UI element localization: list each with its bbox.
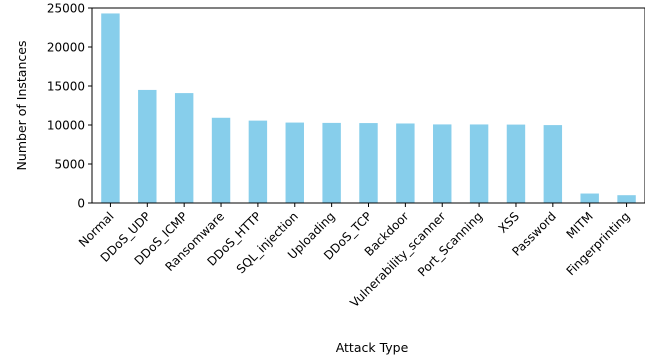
bar-backdoor <box>396 123 415 203</box>
bar-fingerprinting <box>617 195 636 203</box>
bars-group <box>101 13 636 204</box>
bar-xss <box>506 124 526 203</box>
x-tick-label: MITM <box>564 209 596 241</box>
y-axis-ticks: 0 5000 10000 15000 20000 25000 <box>47 2 92 211</box>
x-tick-label: Fingerprinting <box>564 209 633 278</box>
bar-ransomware <box>211 117 231 203</box>
bar-ddos-icmp <box>174 93 194 203</box>
plot-frame <box>91 7 645 204</box>
y-tick-label: 0 <box>77 197 85 211</box>
y-tick-label: 20000 <box>47 41 85 55</box>
bar-ddos-http <box>248 120 268 203</box>
y-tick-label: 25000 <box>47 2 85 16</box>
y-tick-label: 5000 <box>54 158 85 172</box>
x-axis-ticks: NormalDDoS_UDPDDoS_ICMPRansomwareDDoS_HT… <box>76 203 633 310</box>
bar-mitm <box>580 193 599 203</box>
bar-vulnerability-scanner <box>433 124 452 203</box>
bar-normal <box>101 13 120 204</box>
x-axis-label: Attack Type <box>336 340 409 355</box>
bar-sql-injection <box>285 122 304 203</box>
y-tick-label: 10000 <box>47 119 85 133</box>
y-axis-label: Number of Instances <box>14 41 29 171</box>
bar-uploading <box>322 122 341 203</box>
bar-ddos-udp <box>138 89 157 203</box>
x-tick-label: XSS <box>496 209 522 235</box>
bar-ddos-tcp <box>359 123 378 203</box>
y-tick-label: 15000 <box>47 80 85 94</box>
bar-password <box>543 125 563 203</box>
x-tick-label: Port_Scanning <box>415 209 485 279</box>
bar-port-scanning <box>469 124 489 203</box>
